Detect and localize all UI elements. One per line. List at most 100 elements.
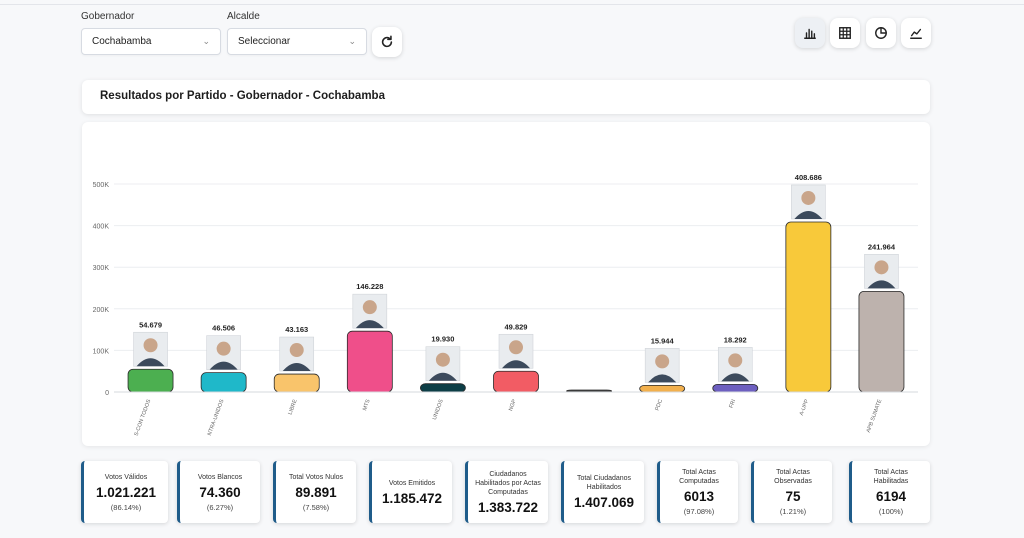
x-tick-label: PDC: [654, 399, 664, 412]
bar: [273, 373, 320, 393]
candidate-photo-head: [801, 190, 816, 205]
chevron-down-icon: ⌄: [348, 36, 356, 46]
x-tick-label: MTS: [362, 398, 372, 411]
stat-value: 89.891: [295, 484, 337, 500]
y-tick-label: 500K: [93, 182, 110, 189]
x-tick-label: NGP: [508, 398, 518, 412]
bar-value-label: 49.829: [505, 322, 528, 331]
pie-chart-icon: [875, 27, 887, 39]
bar-chart: 0 100K 200K 300K 400K 500K 54.679 S-CON TODOS 46…: [93, 173, 918, 437]
pie-chart-view-button[interactable]: [866, 18, 896, 48]
y-tick-label: 100K: [93, 348, 110, 355]
stat-card-ciudadanos-habilitados: Total Ciudadanos Habilitados 1.407.069: [561, 461, 644, 523]
x-tick-label: APB SUMATE: [866, 398, 884, 433]
bar-value-label: 146.228: [356, 282, 383, 291]
table-grid-icon: [839, 27, 851, 39]
chart-card: 0 100K 200K 300K 400K 500K 54.679 S-CON TODOS 46…: [82, 122, 930, 446]
stat-card-actas-computadas: Total Actas Computadas 6013 (97.08%): [657, 461, 738, 523]
candidate-photo-head: [509, 340, 523, 355]
refresh-icon: [381, 35, 393, 48]
stat-card-votos-nulos: Total Votos Nulos 89.891 (7.58%): [273, 461, 356, 523]
bar: [639, 384, 686, 393]
bar: [346, 330, 393, 393]
candidate-photo-body: [867, 280, 896, 289]
candidate-photo-head: [655, 354, 670, 369]
candidate-photo-head: [728, 353, 743, 368]
y-tick-label: 400K: [93, 224, 110, 231]
gobernador-select[interactable]: Cochabamba ⌄: [81, 28, 221, 55]
bar-value-label: 46.506: [212, 324, 235, 333]
line-chart-view-button[interactable]: [901, 18, 931, 48]
stat-value: 1.407.069: [573, 495, 635, 510]
alcalde-select[interactable]: Seleccionar ⌄: [227, 28, 367, 55]
stat-label: Total Actas Habilitadas: [873, 469, 909, 485]
candidate-photo-body: [794, 210, 823, 219]
stat-percentage: (86.14%): [110, 502, 142, 512]
bar: [200, 372, 247, 393]
stat-label: Ciudadanos Habilitados por Actas Computa…: [475, 470, 541, 496]
bar: [858, 290, 905, 393]
candidate-photo-body: [209, 361, 238, 370]
bar: [493, 370, 539, 393]
line-chart-icon: [910, 28, 922, 39]
alcalde-label: Alcalde: [227, 11, 260, 22]
chart-title: Resultados por Partido - Gobernador - Co…: [100, 90, 385, 102]
stat-card-votos-blancos: Votos Blancos 74.360 (6.27%): [177, 461, 260, 523]
candidate-photo-body: [428, 372, 457, 381]
candidate-photo-body: [136, 358, 165, 367]
chart-title-card: Resultados por Partido - Gobernador - Co…: [82, 80, 930, 114]
stat-value: 6194: [875, 489, 907, 504]
bar-chart-view-button[interactable]: [795, 18, 825, 48]
y-tick-label: 200K: [93, 307, 110, 314]
stat-card-votos-validos: Votos Válidos 1.021.221 (86.14%): [81, 461, 168, 523]
stat-percentage: (97.08%): [683, 507, 715, 516]
table-view-button[interactable]: [830, 18, 860, 48]
candidate-photo-head: [435, 352, 450, 367]
bar-value-label: 241.964: [868, 242, 896, 251]
bar-chart-icon: [804, 28, 816, 39]
gobernador-select-value: Cochabamba: [92, 36, 152, 47]
x-tick-label: NTRA-UNIDOS: [207, 398, 226, 436]
stat-card-actas-observadas: Total Actas Observadas 75 (1.21%): [751, 461, 832, 523]
gobernador-label: Gobernador: [81, 11, 135, 22]
candidate-photo-head: [362, 300, 377, 315]
stat-card-votos-emitidos: Votos Emitidos 1.185.472: [369, 461, 452, 523]
candidate-photo-body: [282, 363, 311, 372]
bar: [712, 383, 759, 393]
y-tick-label: 300K: [93, 265, 110, 272]
top-divider: [0, 4, 1024, 5]
y-tick-label: 0: [105, 390, 109, 397]
candidate-photo-head: [874, 260, 889, 275]
bar-value-label: 43.163: [285, 325, 308, 334]
stat-value: 1.021.221: [95, 484, 157, 500]
bar-value-label: 54.679: [139, 320, 162, 329]
candidate-photo-body: [648, 374, 677, 383]
refresh-button[interactable]: [372, 27, 402, 57]
bar-value-label: 15.944: [651, 336, 675, 345]
stat-card-actas-habilitadas: Total Actas Habilitadas 6194 (100%): [849, 461, 930, 523]
stat-label: Votos Blancos: [197, 473, 243, 481]
stat-label: Votos Emitidos: [388, 479, 436, 487]
candidate-photo-body: [502, 360, 530, 369]
candidate-photo-head: [143, 338, 158, 353]
candidate-photo-head: [216, 341, 231, 356]
stat-label: Total Actas Observadas: [774, 469, 812, 485]
stat-label: Total Votos Nulos: [288, 473, 344, 481]
stat-percentage: (1.21%): [779, 507, 807, 516]
stat-label: Total Ciudadanos Habilitados: [576, 475, 632, 491]
stat-value: 1.185.472: [381, 490, 443, 506]
stat-card-ciudadanos-actas: Ciudadanos Habilitados por Actas Computa…: [465, 461, 548, 523]
chevron-down-icon: ⌄: [202, 36, 210, 46]
alcalde-select-value: Seleccionar: [238, 36, 291, 47]
candidate-photo-head: [289, 343, 304, 358]
x-tick-label: A-UPP: [799, 398, 811, 416]
stat-value: 1.383.722: [477, 499, 539, 515]
bar: [127, 368, 174, 393]
stat-label: Votos Válidos: [104, 473, 148, 481]
x-tick-label: LIBRE: [288, 398, 299, 415]
stat-percentage: (7.58%): [302, 502, 330, 512]
stat-percentage: (6.27%): [206, 502, 234, 512]
bar: [785, 221, 832, 393]
stat-value: 74.360: [199, 484, 241, 500]
bar-value-label: 18.292: [724, 335, 747, 344]
